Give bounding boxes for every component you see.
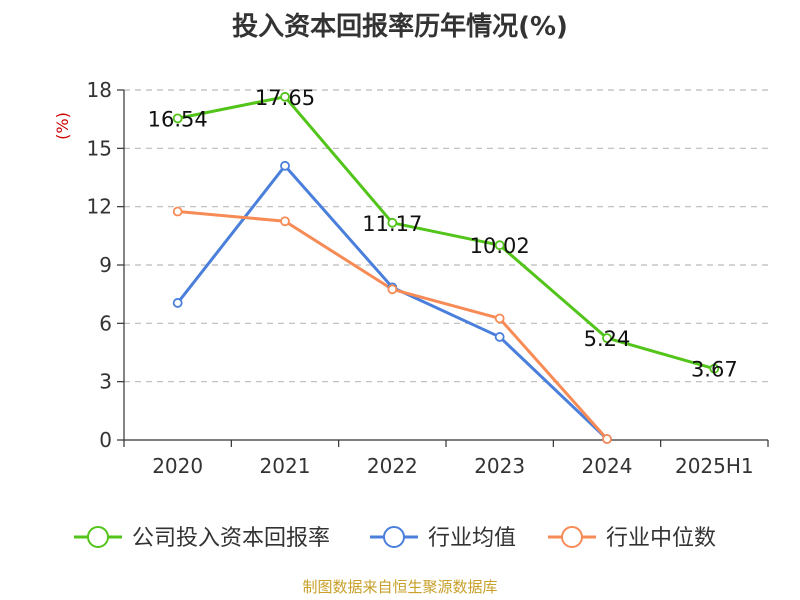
data-point — [494, 313, 505, 324]
x-tick-label: 2024 — [582, 454, 633, 478]
x-tick-label: 2025H1 — [675, 454, 754, 478]
series-line-0 — [177, 95, 715, 371]
x-tick-label: 2022 — [367, 454, 418, 478]
data-label: 16.54 — [148, 107, 208, 131]
legend-label: 公司投入资本回报率 — [132, 526, 330, 551]
source-note: 制图数据来自恒生聚源数据库 — [302, 578, 498, 596]
data-label: 10.02 — [470, 234, 530, 258]
data-label: 5.24 — [584, 327, 631, 351]
data-labels: 16.54 17.65 11.17 10.02 5.24 3.67 — [148, 86, 738, 382]
data-point — [494, 332, 505, 342]
data-point — [172, 298, 183, 308]
y-tick-label: 9 — [99, 253, 112, 277]
data-point — [387, 217, 398, 228]
data-point — [280, 91, 290, 102]
y-tick-label: 18 — [87, 78, 112, 102]
x-tick-label: 2021 — [260, 454, 311, 478]
data-point — [494, 240, 505, 251]
legend-label: 行业均值 — [428, 526, 516, 551]
data-label: 17.65 — [255, 86, 315, 110]
data-point — [387, 284, 398, 295]
series-line-2 — [177, 210, 609, 441]
x-tick-label: 2023 — [474, 454, 525, 478]
legend-label: 行业中位数 — [606, 526, 716, 551]
axes: 0 3 6 9 12 15 18 2020 2021 2022 2023 2024 2025H1 — [87, 78, 769, 478]
y-tick-label: 12 — [87, 195, 112, 219]
y-tick-label: 3 — [99, 370, 112, 394]
data-label: 11.17 — [362, 212, 422, 236]
legend: 公司投入资本回报率 行业均值 行业中位数 — [74, 526, 716, 551]
legend-marker — [87, 526, 109, 548]
legend-item: 行业中位数 — [548, 526, 716, 551]
data-label: 3.67 — [691, 358, 738, 382]
data-point — [172, 113, 183, 124]
legend-item: 行业均值 — [370, 526, 516, 551]
gridlines — [124, 89, 768, 383]
series-points — [172, 91, 720, 444]
legend-marker — [561, 526, 583, 548]
y-tick-label: 6 — [99, 311, 112, 335]
legend-item: 公司投入资本回报率 — [74, 526, 330, 551]
chart-title: 投入资本回报率历年情况(%) — [232, 12, 568, 42]
data-point — [602, 333, 612, 344]
x-tick-label: 2020 — [152, 454, 203, 478]
y-tick-label: 0 — [99, 428, 112, 452]
data-point — [602, 434, 612, 444]
data-point — [280, 160, 290, 171]
data-point — [172, 206, 183, 217]
legend-marker — [383, 526, 405, 548]
data-point — [280, 216, 290, 227]
y-axis-label: (%) — [53, 112, 72, 140]
data-point — [709, 363, 720, 374]
y-tick-label: 15 — [87, 136, 112, 160]
